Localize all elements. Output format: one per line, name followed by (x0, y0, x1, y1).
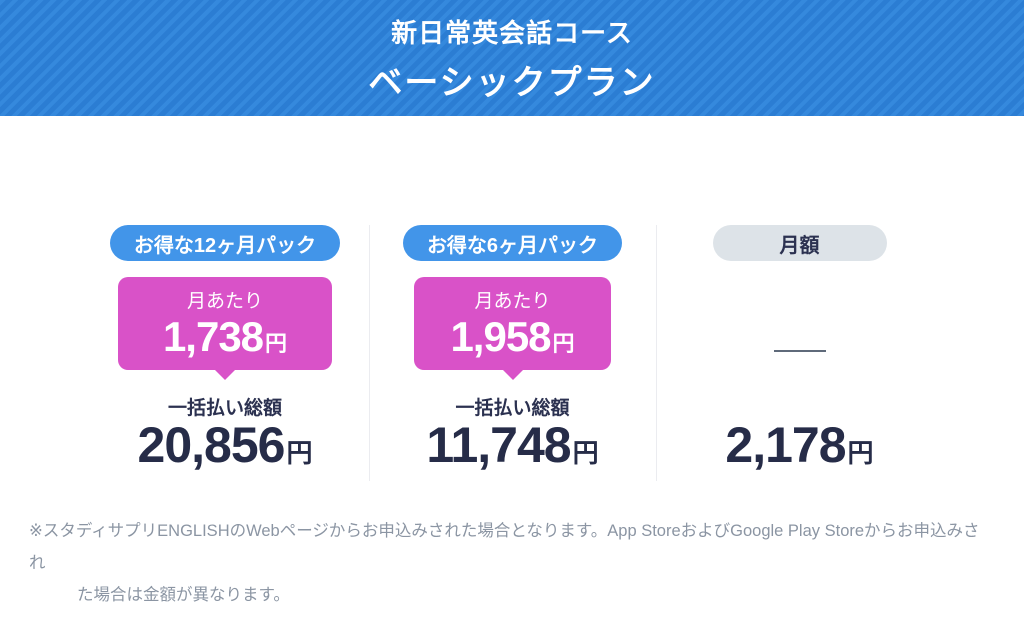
footnote-line1: ※スタディサプリENGLISHのWebページからお申込みされた場合となります。A… (29, 522, 980, 572)
total-price: 20,856円 (138, 417, 313, 481)
plan-name: ベーシックプラン (368, 63, 656, 102)
bubble-tail (214, 369, 236, 380)
bubble-tail (501, 369, 524, 380)
per-month-amount: 1,958 (450, 313, 551, 360)
total-label: 一括払い総額 (167, 398, 282, 419)
currency-yen: 円 (572, 438, 599, 468)
total-amount: 11,748 (426, 417, 571, 473)
pricing-column-12month: お得な12ヶ月パック 月あたり 1,738円 一括払い総額 20,856円 (82, 225, 369, 481)
per-month-price: 1,738円 (163, 316, 287, 358)
pricing-table: お得な12ヶ月パック 月あたり 1,738円 一括払い総額 20,856円 お得… (81, 225, 943, 481)
pricing-column-6month: お得な6ヶ月パック 月あたり 1,958円 一括払い総額 11,748円 (368, 225, 656, 481)
course-name: 新日常英会話コース (391, 17, 633, 48)
per-month-label: 月あたり (474, 291, 551, 312)
total-price: 2,178円 (725, 417, 873, 481)
footnote: ※スタディサプリENGLISHのWebページからお申込みされた場合となります。A… (29, 515, 994, 611)
per-month-placeholder (693, 277, 907, 370)
total-amount: 20,856 (137, 417, 286, 473)
pack-badge-12month: お得な12ヶ月パック (109, 225, 341, 261)
total-amount: 2,178 (725, 417, 846, 473)
currency-yen: 円 (265, 331, 288, 356)
monthly-badge: 月額 (712, 225, 887, 261)
per-month-bubble-12month: 月あたり 1,738円 (118, 277, 332, 380)
no-per-month-dash (773, 350, 826, 352)
currency-yen: 円 (552, 331, 575, 356)
currency-yen: 円 (286, 438, 313, 468)
per-month-price: 1,958円 (450, 316, 574, 358)
pricing-column-monthly: 月額 2,178円 (655, 225, 943, 481)
total-price: 11,748円 (426, 417, 598, 481)
per-month-label: 月あたり (186, 291, 263, 312)
per-month-bubble-6month: 月あたり 1,958円 (414, 277, 611, 380)
footnote-line2: た場合は金額が異なります。 (77, 586, 290, 604)
currency-yen: 円 (847, 438, 874, 468)
total-label: 一括払い総額 (455, 398, 570, 419)
course-banner: 新日常英会話コース ベーシックプラン (0, 0, 1024, 116)
pack-badge-6month: お得な6ヶ月パック (402, 225, 623, 261)
per-month-amount: 1,738 (162, 313, 264, 360)
